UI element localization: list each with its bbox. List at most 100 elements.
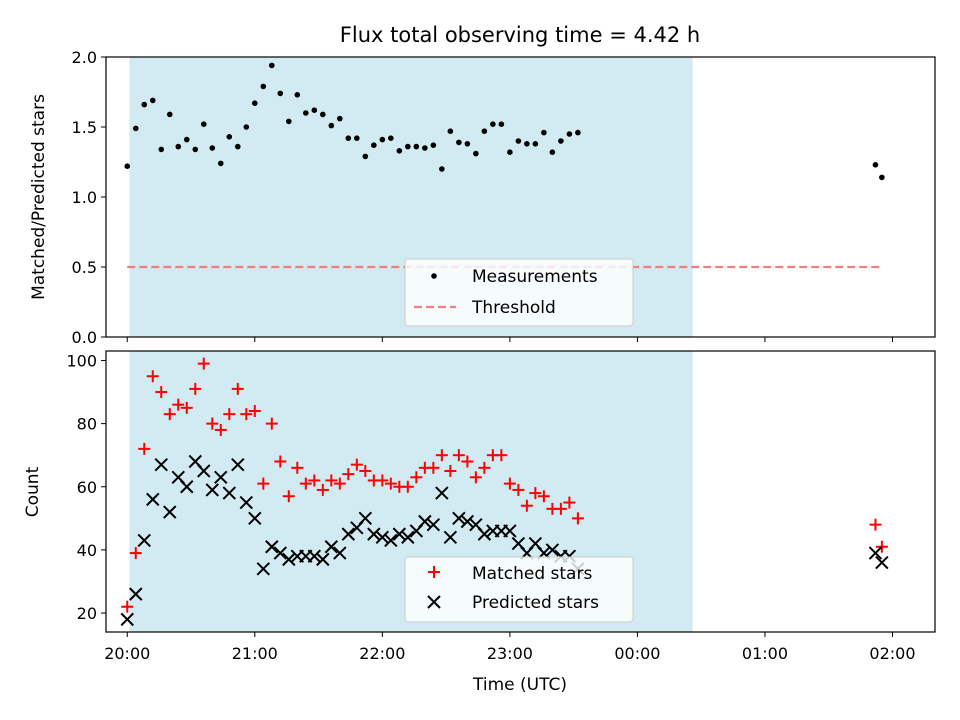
measurement-point bbox=[158, 146, 165, 153]
matched-star-point bbox=[121, 600, 134, 613]
matched-star-point bbox=[265, 417, 278, 430]
bottom-xtick-label: 20:00 bbox=[104, 644, 150, 663]
bottom-xtick-label: 22:00 bbox=[359, 644, 405, 663]
matched-star-point bbox=[495, 449, 508, 462]
matched-star-point bbox=[282, 490, 295, 503]
matched-star-point bbox=[503, 477, 516, 490]
measurement-point bbox=[447, 128, 454, 134]
predicted-star-point bbox=[239, 495, 253, 510]
measurement-point bbox=[303, 110, 309, 116]
predicted-star-point bbox=[503, 524, 517, 538]
matched-star-point bbox=[461, 455, 474, 468]
bottom-xtick-label: 00:00 bbox=[614, 644, 660, 663]
matched-star-point bbox=[512, 483, 525, 496]
predicted-star-point bbox=[477, 527, 492, 541]
matched-star-point bbox=[478, 461, 491, 474]
predicted-star-point bbox=[307, 549, 322, 563]
measurement-point bbox=[524, 141, 530, 147]
top-ytick-label: 1.5 bbox=[72, 118, 97, 137]
matched-star-point bbox=[248, 404, 261, 417]
predicted-star-point bbox=[426, 517, 441, 532]
predicted-star-point bbox=[129, 587, 143, 601]
matched-star-point bbox=[308, 474, 321, 487]
measurement-point bbox=[481, 128, 488, 134]
predicted-star-point bbox=[222, 486, 236, 500]
bottom-ticks: 20 40 60 80 100 20:00 21:00 22:00 23:00 00:00 01:0… bbox=[66, 351, 915, 663]
matched-star-point bbox=[401, 480, 414, 493]
measurement-point bbox=[337, 115, 343, 122]
measurement-point bbox=[507, 149, 513, 155]
matched-star-point bbox=[206, 417, 219, 430]
measurement-point bbox=[566, 131, 573, 137]
top-ytick-label: 0.0 bbox=[72, 328, 97, 347]
predicted-star-point bbox=[231, 457, 245, 472]
matched-star-point bbox=[291, 461, 304, 474]
top-ytick-label: 0.5 bbox=[72, 258, 97, 277]
predicted-star-point bbox=[875, 555, 889, 570]
chart-title: Flux total observing time = 4.42 h bbox=[340, 23, 700, 47]
measurement-point bbox=[405, 143, 411, 150]
matched-star-point bbox=[452, 449, 465, 462]
matched-star-point bbox=[240, 408, 253, 421]
matched-star-point bbox=[529, 487, 542, 500]
matched-star-point bbox=[427, 461, 440, 474]
predicted-star-point bbox=[265, 540, 279, 554]
measurement-point bbox=[311, 107, 318, 113]
predicted-star-point bbox=[358, 511, 373, 526]
predicted-star-point bbox=[392, 527, 407, 541]
bottom-ytick-label: 80 bbox=[77, 415, 97, 434]
measurement-point bbox=[872, 162, 879, 168]
measurement-point bbox=[515, 138, 522, 144]
predicted-star-point bbox=[545, 543, 560, 557]
measurement-point bbox=[217, 160, 224, 167]
measurement-point bbox=[141, 101, 148, 108]
bottom-ytick-label: 40 bbox=[77, 541, 97, 560]
legend-measurements-label: Measurements bbox=[472, 267, 598, 287]
predicted-star-point bbox=[316, 552, 330, 567]
matched-star-point bbox=[325, 474, 338, 487]
bottom-ylabel: Count bbox=[23, 466, 43, 517]
predicted-star-point bbox=[197, 464, 211, 478]
measurement-point bbox=[464, 141, 471, 147]
bottom-ytick-label: 60 bbox=[77, 478, 97, 497]
measurement-point bbox=[473, 150, 479, 157]
predicted-star-point bbox=[273, 546, 288, 560]
matched-star-point bbox=[163, 408, 176, 421]
bottom-xtick-label: 01:00 bbox=[742, 644, 788, 663]
predicted-star-point bbox=[435, 486, 449, 500]
matched-star-point bbox=[342, 468, 355, 481]
measurement-point bbox=[422, 145, 428, 151]
matched-star-point bbox=[410, 471, 423, 484]
measurement-point bbox=[243, 124, 250, 130]
predicted-star-point bbox=[256, 562, 271, 576]
measurement-point bbox=[549, 149, 556, 155]
measurement-point bbox=[532, 141, 539, 147]
predicted-star-point bbox=[154, 457, 168, 472]
top-ticks: 0.0 0.5 1.0 1.5 2.0 bbox=[72, 48, 893, 347]
predicted-star-point bbox=[180, 480, 194, 494]
bottom-ytick-label: 20 bbox=[77, 604, 97, 623]
measurement-point bbox=[183, 136, 190, 143]
predicted-star-point bbox=[163, 505, 177, 519]
matched-star-point bbox=[563, 496, 576, 509]
measurement-point bbox=[879, 174, 885, 181]
predicted-star-point bbox=[248, 511, 262, 526]
matched-star-point bbox=[384, 477, 397, 490]
measurement-point bbox=[575, 129, 581, 136]
matched-star-point bbox=[180, 401, 193, 414]
measurement-point bbox=[286, 118, 292, 125]
matched-star-point bbox=[129, 547, 142, 560]
predicted-star-point bbox=[341, 527, 356, 541]
matched-star-point bbox=[189, 382, 202, 395]
measurement-point bbox=[362, 153, 369, 160]
matched-star-point bbox=[214, 423, 227, 436]
x-axis-label: Time (UTC) bbox=[472, 675, 567, 695]
matched-star-point bbox=[469, 471, 482, 484]
top-ytick-label: 2.0 bbox=[72, 48, 97, 67]
predicted-star-point bbox=[120, 612, 134, 627]
measurement-point bbox=[209, 145, 216, 151]
matched-star-point bbox=[146, 370, 159, 383]
legend-predicted-marker bbox=[427, 595, 441, 609]
measurement-point bbox=[175, 143, 182, 150]
matched-star-point bbox=[875, 540, 888, 553]
